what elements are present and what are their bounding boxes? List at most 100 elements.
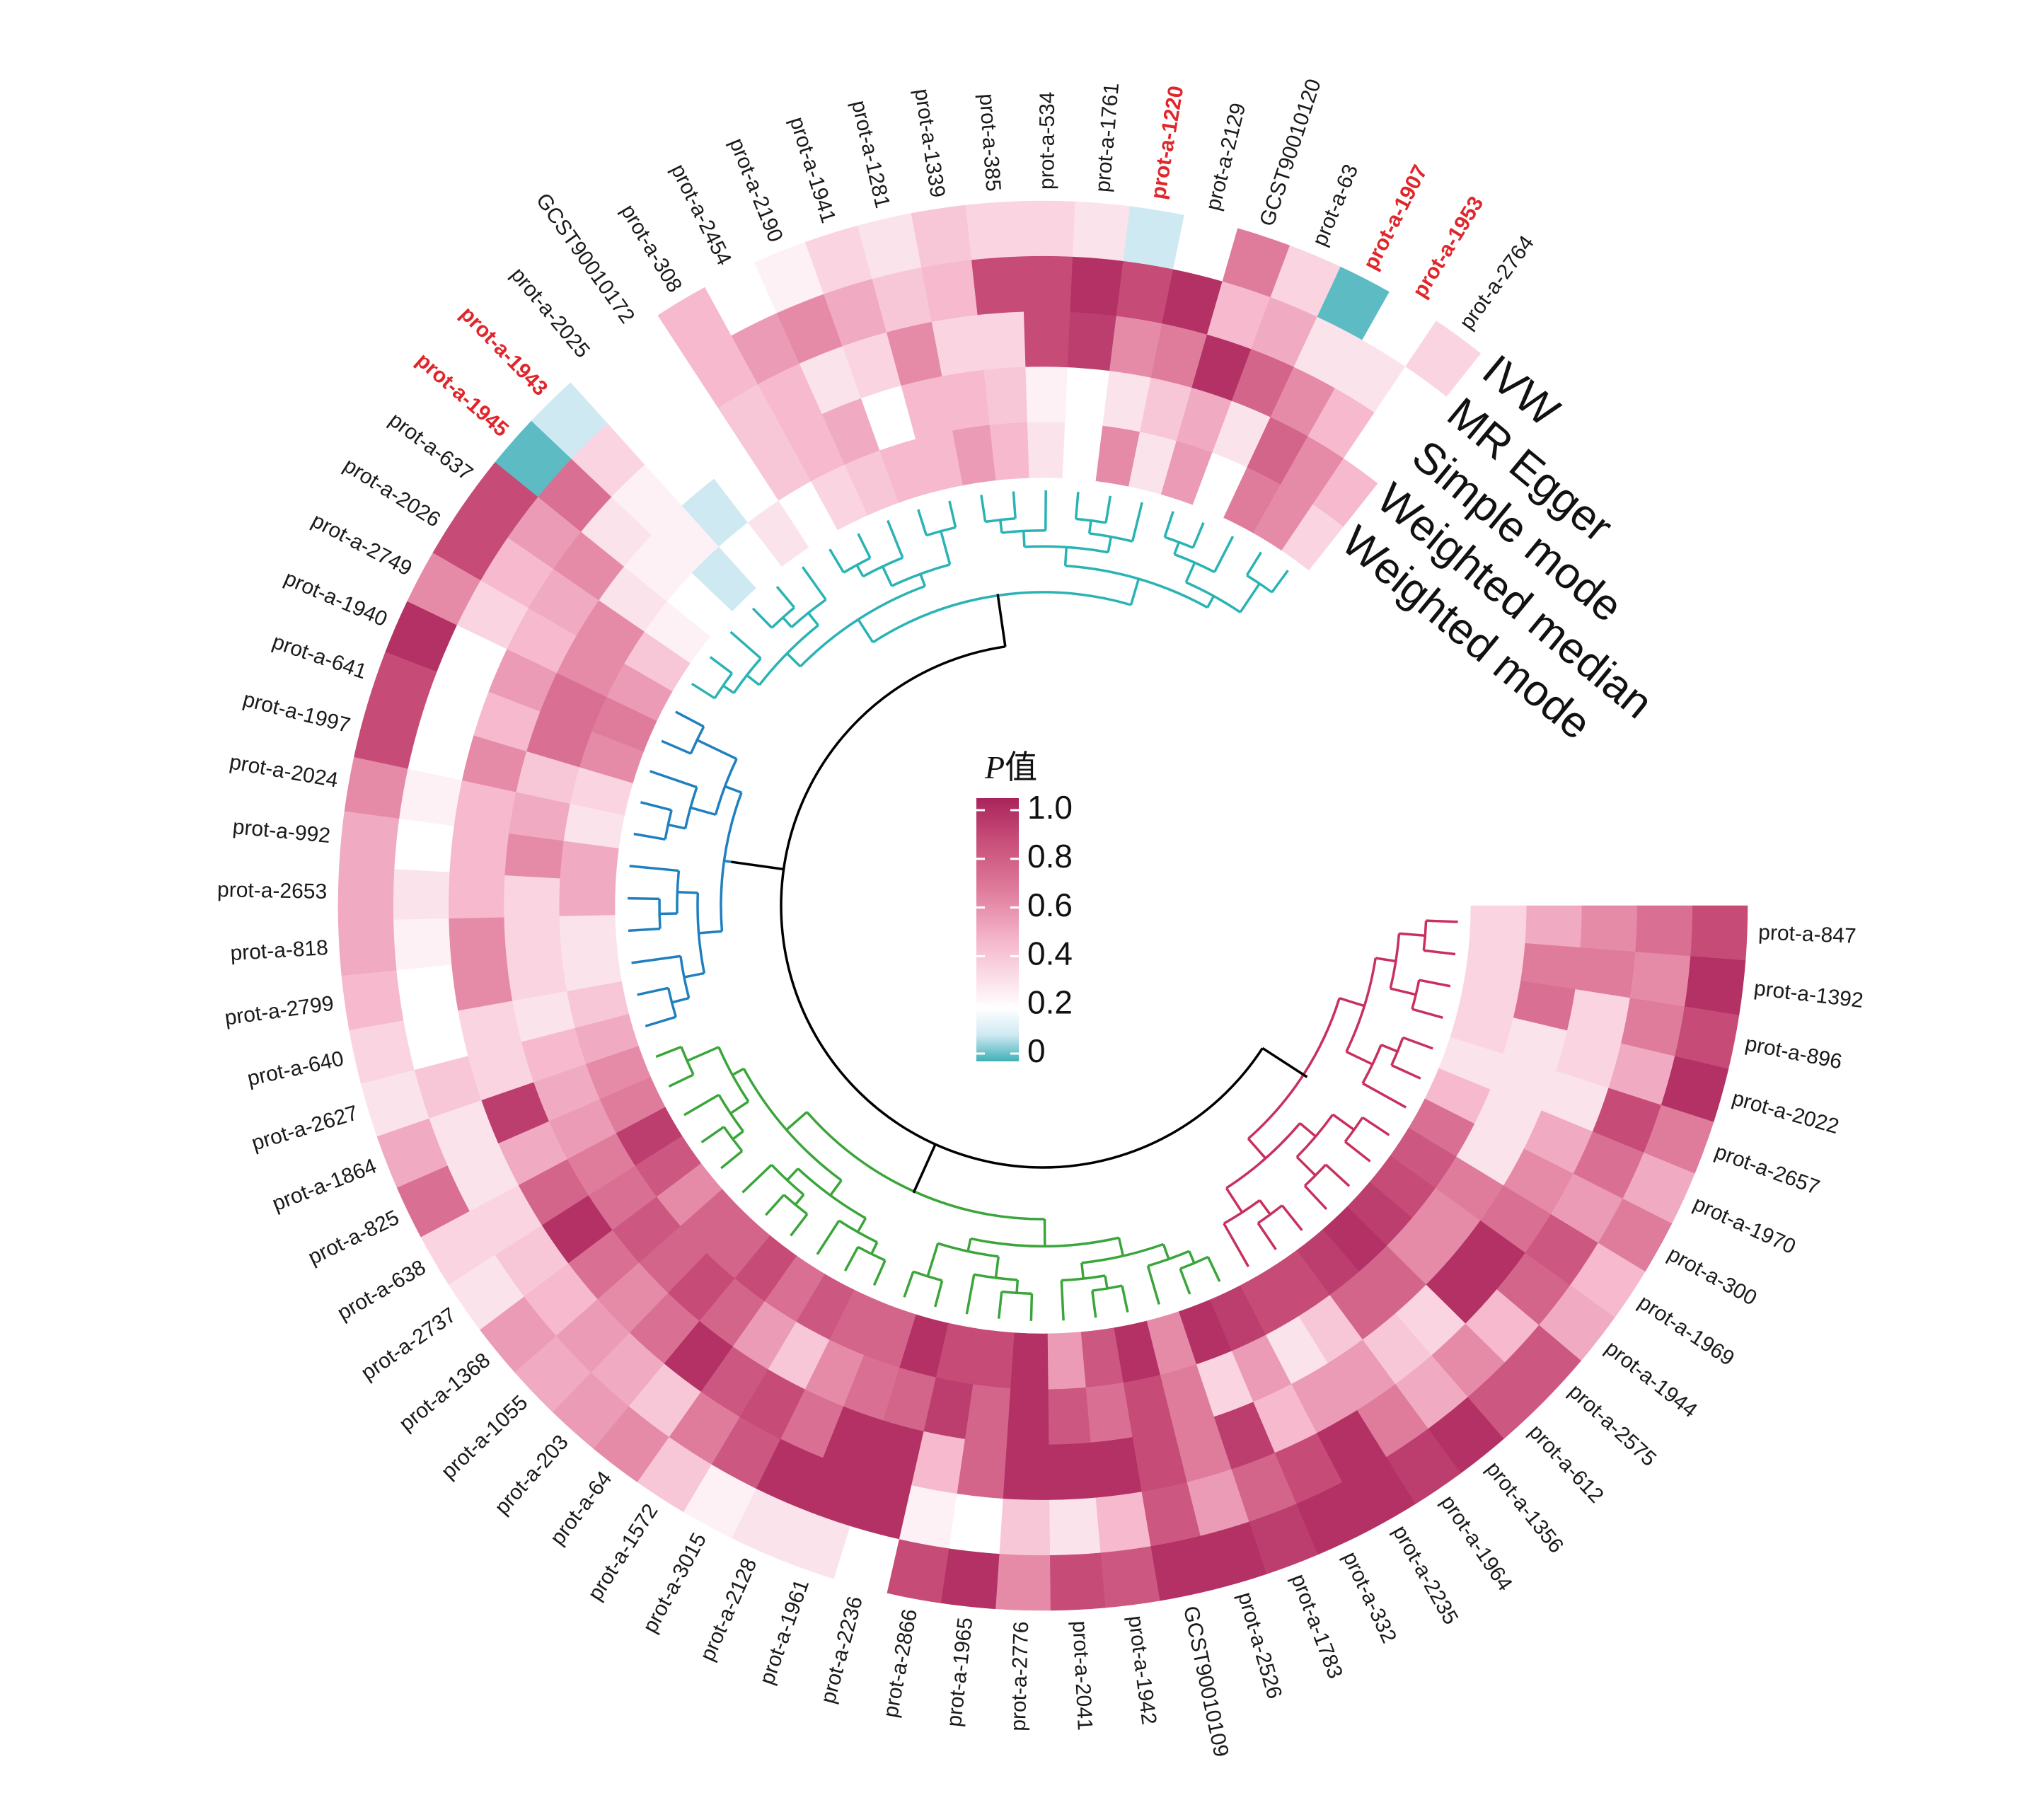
dendrogram-branch [713, 672, 733, 699]
heatmap-cell [337, 919, 398, 976]
dendrogram-branch [856, 1217, 867, 1233]
item-label: prot-a-2128 [695, 1555, 761, 1664]
dendrogram-branch [1060, 1280, 1065, 1321]
dendrogram-branch [720, 792, 743, 932]
heatmap-cell [1006, 1388, 1049, 1445]
heatmap-cell [1027, 422, 1066, 478]
item-label: prot-a-1368 [395, 1349, 495, 1436]
item-label: prot-a-1944 [1600, 1337, 1702, 1422]
dendrogram-branch [1225, 1187, 1244, 1213]
dendrogram-branch [1206, 1256, 1221, 1282]
item-label: prot-a-1220 [1147, 84, 1189, 201]
heatmap-cell [1099, 1545, 1160, 1608]
dendrogram-branch [1117, 1237, 1125, 1257]
dendrogram-branch [1146, 1265, 1160, 1305]
dendrogram-branch [658, 899, 662, 929]
heatmap-cell [957, 1438, 1007, 1499]
dendrogram-branch [1223, 1223, 1250, 1267]
dendrogram-branch [857, 618, 874, 643]
dendrogram-branch [1361, 1044, 1382, 1084]
dendrogram-branch [1065, 564, 1208, 609]
dendrogram-branch [731, 860, 784, 871]
dendrogram-branch [675, 710, 705, 728]
heatmap-cell [339, 810, 400, 870]
dendrogram-branch [1259, 1199, 1271, 1216]
dendrogram-branch [780, 645, 1264, 1169]
item-label: prot-a-1392 [1753, 976, 1864, 1013]
item-label: prot-a-2454 [666, 161, 737, 270]
item-label: prot-a-2190 [724, 135, 787, 246]
item-label: prot-a-612 [1524, 1420, 1608, 1508]
item-label: prot-a-1965 [942, 1616, 977, 1728]
item-label: prot-a-3015 [638, 1529, 711, 1637]
item-label: prot-a-1281 [847, 98, 894, 211]
item-label: prot-a-2129 [1201, 100, 1250, 213]
dendrogram-branch [1129, 578, 1141, 606]
dendrogram-branch [722, 684, 735, 694]
heatmap-cell [1281, 504, 1344, 571]
dendrogram-branch [940, 531, 952, 565]
dendrogram-branch [1245, 551, 1262, 577]
dendrogram-branch [729, 630, 762, 659]
dendrogram-branch [903, 1271, 915, 1298]
dendrogram-branch [948, 500, 957, 528]
dendrogram-branch [666, 987, 677, 1017]
dendrogram-branch [1361, 1116, 1390, 1136]
dendrogram-branch [1173, 541, 1180, 555]
dendrogram-branch [783, 1194, 808, 1216]
heatmap-cell [1062, 422, 1103, 481]
dendrogram-branch [1001, 1290, 1032, 1296]
dendrogram-branch [1104, 495, 1112, 523]
dendrogram-branch [917, 509, 928, 536]
heatmap-cell [1047, 1332, 1086, 1390]
dendrogram-branch [680, 1046, 695, 1075]
heatmap-cell [449, 916, 507, 965]
heatmap-cell [1048, 1442, 1096, 1500]
dendrogram-branch [1303, 1184, 1328, 1211]
dendrogram-branch [1247, 1138, 1267, 1160]
heatmap-cell [965, 201, 1023, 261]
dendrogram-branch [724, 859, 732, 863]
dendrogram-branch [1179, 1268, 1191, 1295]
dendrogram-branch [720, 1150, 744, 1170]
dendrogram-branch [1092, 1284, 1123, 1292]
dendrogram-branch [1029, 1293, 1034, 1321]
dendrogram-branch [934, 1280, 944, 1308]
dendrogram-branch [997, 1291, 1003, 1319]
heatmap-cell [1065, 367, 1110, 427]
dendrogram-branch [633, 832, 666, 841]
dendrogram-branch [786, 1167, 799, 1182]
legend-tick-label: 0 [1027, 1032, 1046, 1069]
dendrogram-branch [1063, 547, 1068, 566]
legend-tick-label: 0.2 [1027, 984, 1073, 1020]
dendrogram-branch [732, 657, 762, 694]
heatmap-cell [504, 875, 561, 918]
item-label: prot-a-1953 [1408, 192, 1488, 302]
item-label: prot-a-2026 [340, 454, 445, 532]
item-label: prot-a-847 [1758, 921, 1857, 947]
dendrogram-branch [1087, 520, 1092, 534]
dendrogram-branch [828, 548, 845, 574]
dendrogram-branch [790, 1213, 809, 1237]
item-label: prot-a-1356 [1482, 1458, 1569, 1558]
dendrogram-branch [985, 517, 1016, 524]
item-label: prot-a-1969 [1634, 1291, 1738, 1371]
dendrogram-branch [1257, 1222, 1277, 1250]
dendrogram-branch [1375, 957, 1397, 963]
item-label: prot-a-2657 [1711, 1140, 1823, 1199]
dendrogram-branch [1399, 932, 1426, 937]
dendrogram-branch [912, 1143, 937, 1194]
heatmap-cell [1634, 905, 1693, 957]
dendrogram-branch [667, 823, 686, 830]
item-label: prot-a-300 [1663, 1242, 1760, 1310]
item-label: prot-a-1572 [584, 1500, 663, 1605]
item-label: GCST90010120 [1255, 76, 1325, 229]
legend-tick-label: 0.4 [1027, 935, 1073, 972]
dendrogram-branch [645, 1015, 676, 1027]
dendrogram-branch [843, 1246, 860, 1271]
heatmap-cell [977, 311, 1027, 371]
dendrogram-branch [1239, 582, 1261, 613]
item-label: prot-a-2022 [1729, 1086, 1841, 1138]
item-label: prot-a-896 [1743, 1032, 1844, 1073]
dendrogram [628, 490, 1458, 1321]
